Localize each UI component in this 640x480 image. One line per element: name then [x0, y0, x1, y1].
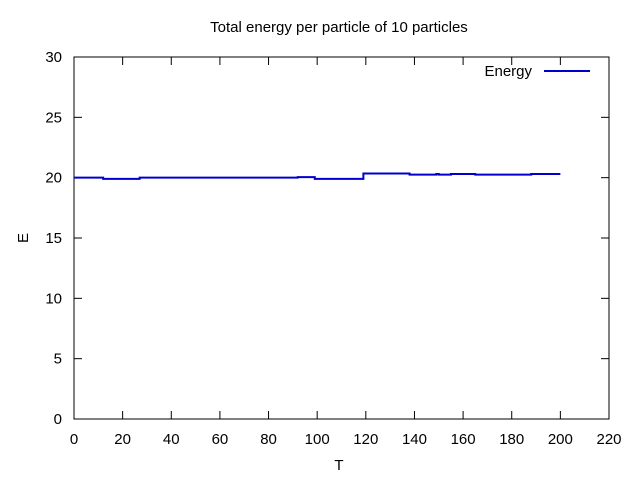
- x-tick-label: 80: [260, 431, 277, 448]
- x-tick-label: 40: [163, 431, 180, 448]
- x-tick-label: 200: [548, 431, 573, 448]
- x-tick-label: 100: [305, 431, 330, 448]
- y-tick-label: 25: [45, 109, 62, 126]
- x-tick-label: 220: [596, 431, 621, 448]
- y-tick-label: 5: [54, 351, 62, 368]
- legend-label-energy: Energy: [484, 63, 532, 80]
- y-axis-label: E: [15, 233, 32, 243]
- x-tick-label: 60: [212, 431, 229, 448]
- y-tick-label: 15: [45, 230, 62, 247]
- chart-title: Total energy per particle of 10 particle…: [210, 19, 468, 36]
- series-line-energy: [74, 172, 561, 180]
- x-tick-label: 160: [451, 431, 476, 448]
- y-tick-label: 20: [45, 170, 62, 187]
- legend: Energy: [484, 63, 590, 80]
- x-tick-label: 120: [353, 431, 378, 448]
- x-tick-label: 140: [402, 431, 427, 448]
- y-tick-label: 0: [54, 411, 62, 428]
- y-tick-label: 30: [45, 49, 62, 66]
- x-tick-label: 20: [114, 431, 131, 448]
- x-tick-label: 0: [70, 431, 78, 448]
- x-axis-label: T: [334, 457, 343, 474]
- plot-area-frame: [73, 56, 610, 420]
- x-tick-label: 180: [499, 431, 524, 448]
- y-tick-label: 10: [45, 290, 62, 307]
- axis-ticks: 0 20 40 60 80 100 120 140 160 180 200 220 0 5 10 15 20 25…: [45, 49, 621, 448]
- series-layer: [74, 172, 561, 180]
